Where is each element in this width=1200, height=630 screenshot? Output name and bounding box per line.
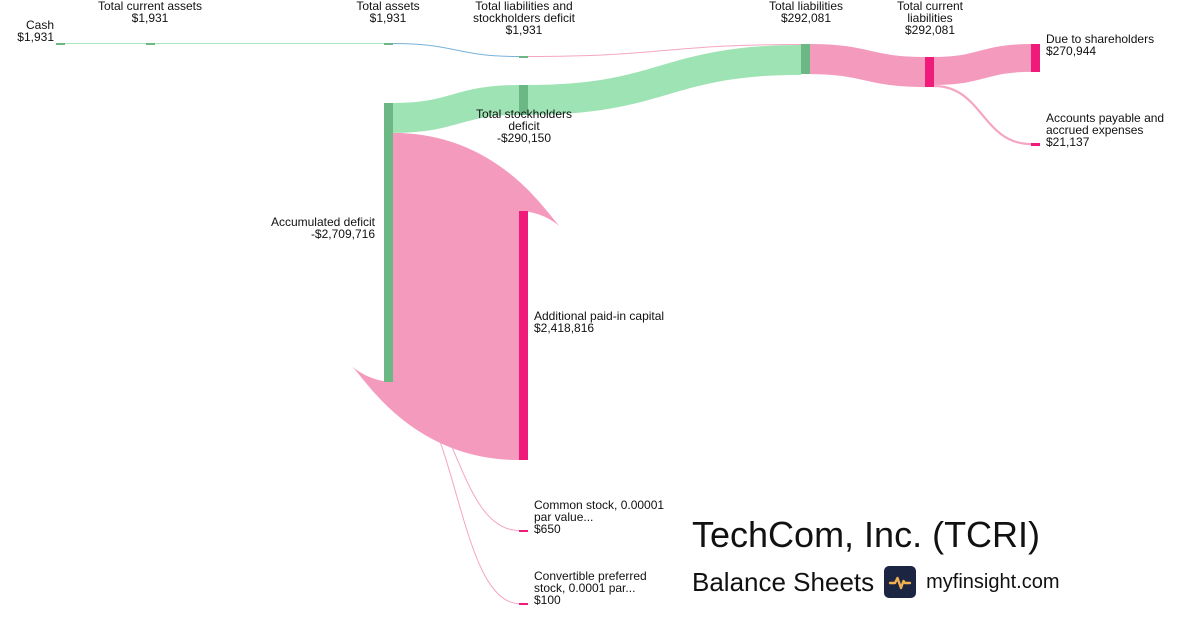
link-tsd-to-tl bbox=[527, 44, 802, 115]
label-ap-value: $21,137 bbox=[1046, 135, 1090, 149]
link-tlsd-to-tl bbox=[527, 44, 802, 57]
label-tcl-name-line: liabilities bbox=[907, 11, 952, 25]
node-dts bbox=[1031, 44, 1040, 72]
link-ad-to-tsd bbox=[392, 84, 520, 133]
label-tca-name-line: Total current assets bbox=[98, 0, 202, 13]
node-tl bbox=[801, 44, 810, 74]
node-ad bbox=[384, 103, 393, 382]
link-ad-to-apic bbox=[348, 132, 564, 461]
node-ap bbox=[1031, 143, 1040, 146]
label-cps-name-line: stock, 0.0001 par... bbox=[534, 581, 635, 595]
page-subtitle: Balance Sheets bbox=[692, 566, 875, 597]
label-cs-value: $650 bbox=[534, 522, 561, 536]
label-ad: Accumulated deficit -$2,709,716 bbox=[271, 215, 376, 241]
label-tsd: Total stockholders deficit -$290,150 bbox=[476, 107, 572, 145]
node-cash bbox=[56, 43, 65, 45]
link-ad-to-cs bbox=[392, 381, 520, 531]
label-tcl: Total current liabilities $292,081 bbox=[897, 0, 964, 37]
label-tlsd-name-line: Total liabilities and bbox=[475, 0, 572, 13]
node-tca bbox=[146, 43, 155, 45]
sankey-nodes bbox=[56, 43, 1040, 605]
label-ap-name-line: Accounts payable and bbox=[1046, 111, 1164, 125]
label-tsd-name-line: deficit bbox=[508, 119, 540, 133]
label-tlsd-value: $1,931 bbox=[506, 23, 543, 37]
label-dts: Due to shareholders $270,944 bbox=[1046, 32, 1154, 58]
node-tlsd bbox=[519, 56, 528, 58]
link-ad-to-cps bbox=[392, 382, 520, 604]
label-ad-name-line: Accumulated deficit bbox=[271, 215, 376, 229]
node-tsd bbox=[519, 85, 528, 115]
brand-name: myfinsight.com bbox=[926, 570, 1060, 593]
label-apic: Additional paid-in capital $2,418,816 bbox=[534, 309, 664, 335]
link-ta-to-tlsd bbox=[392, 43, 520, 57]
link-tl-to-tcl bbox=[809, 43, 926, 88]
label-tcl-name-line: Total current bbox=[897, 0, 964, 13]
label-apic-name-line: Additional paid-in capital bbox=[534, 309, 664, 323]
label-tlsd-name-line: stockholders deficit bbox=[473, 11, 576, 25]
pulse-icon bbox=[884, 566, 917, 598]
label-cps-value: $100 bbox=[534, 593, 561, 607]
label-ap-name-line: accrued expenses bbox=[1046, 123, 1143, 137]
label-ta: Total assets $1,931 bbox=[356, 0, 419, 25]
node-ta bbox=[384, 43, 393, 45]
label-tca: Total current assets $1,931 bbox=[98, 0, 202, 25]
label-cs: Common stock, 0.00001 par value... $650 bbox=[534, 498, 664, 536]
label-cash-name-line: Cash bbox=[26, 18, 54, 32]
label-tcl-value: $292,081 bbox=[905, 23, 955, 37]
label-dts-name-line: Due to shareholders bbox=[1046, 32, 1154, 46]
label-cs-name-line: par value... bbox=[534, 510, 593, 524]
label-ta-value: $1,931 bbox=[370, 11, 407, 25]
label-tl-value: $292,081 bbox=[781, 11, 831, 25]
label-tca-value: $1,931 bbox=[132, 11, 169, 25]
label-tl: Total liabilities $292,081 bbox=[769, 0, 843, 25]
node-tcl bbox=[925, 57, 934, 87]
link-tcl-to-dts bbox=[933, 44, 1032, 85]
subtitle-row: Balance Sheets myfinsight.com bbox=[692, 566, 1060, 598]
label-tl-name-line: Total liabilities bbox=[769, 0, 843, 13]
label-cash: Cash $1,931 bbox=[17, 18, 54, 44]
label-tsd-name-line: Total stockholders bbox=[476, 107, 572, 121]
label-ap: Accounts payable and accrued expenses $21,… bbox=[1046, 111, 1164, 149]
label-cps-name-line: Convertible preferred bbox=[534, 569, 647, 583]
page-title: TechCom, Inc. (TCRI) bbox=[692, 514, 1041, 555]
sankey-links bbox=[65, 43, 1032, 604]
label-ta-name-line: Total assets bbox=[356, 0, 419, 13]
node-cs bbox=[519, 530, 528, 532]
label-cs-name-line: Common stock, 0.00001 bbox=[534, 498, 664, 512]
node-apic bbox=[519, 211, 528, 460]
label-apic-value: $2,418,816 bbox=[534, 321, 594, 335]
label-tlsd: Total liabilities and stockholders defici… bbox=[473, 0, 576, 37]
label-dts-value: $270,944 bbox=[1046, 44, 1096, 58]
label-ad-value: -$2,709,716 bbox=[311, 227, 375, 241]
node-cps bbox=[519, 603, 528, 605]
link-tcl-to-ap bbox=[933, 84, 1032, 146]
label-cps: Convertible preferred stock, 0.0001 par..… bbox=[534, 569, 647, 607]
label-cash-value: $1,931 bbox=[17, 30, 54, 44]
label-tsd-value: -$290,150 bbox=[497, 131, 551, 145]
